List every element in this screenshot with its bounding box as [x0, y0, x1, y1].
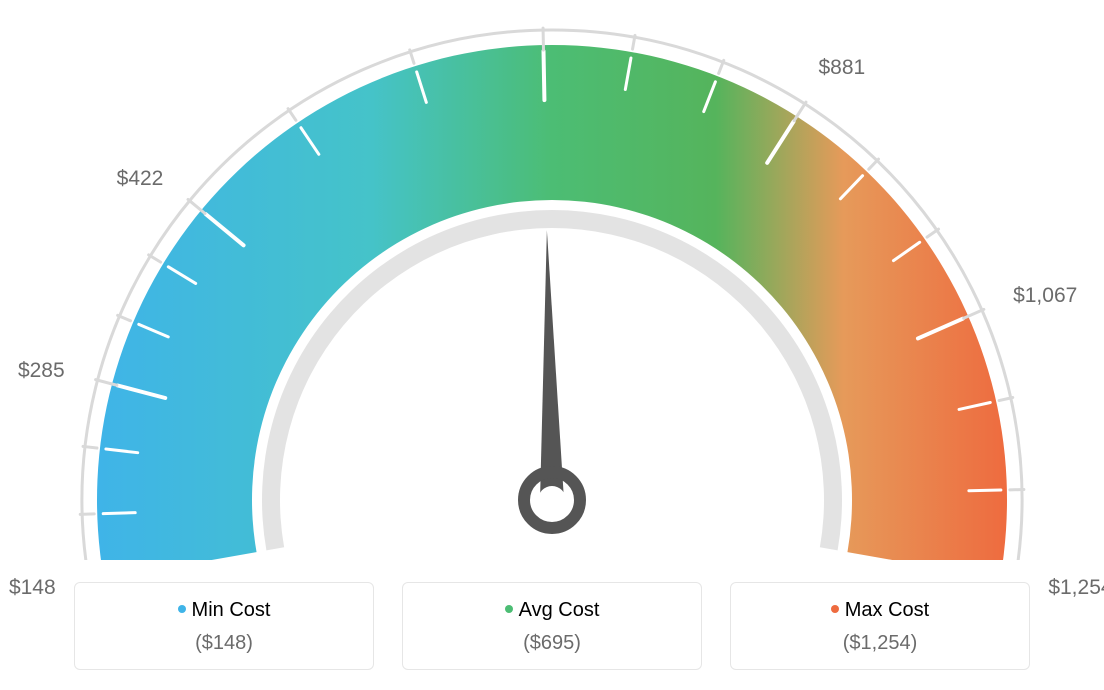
legend-title-min: Min Cost: [85, 599, 363, 622]
legend-card-max: Max Cost ($1,254): [730, 582, 1030, 670]
legend-title-max: Max Cost: [741, 599, 1019, 622]
dot-icon: [831, 605, 839, 613]
gauge-svg: [0, 0, 1104, 560]
legend-card-avg: Avg Cost ($695): [402, 582, 702, 670]
legend-label-min: Min Cost: [192, 599, 271, 621]
gauge-tick-label: $1,067: [1013, 284, 1077, 308]
legend-value-min: ($148): [85, 632, 363, 655]
chart-container: $148$285$422$695$881$1,067$1,254 Min Cos…: [0, 0, 1104, 690]
legend-title-avg: Avg Cost: [413, 599, 691, 622]
gauge-tick-label: $422: [117, 167, 164, 191]
gauge-tick-label: $285: [18, 359, 65, 383]
gauge-chart: $148$285$422$695$881$1,067$1,254: [0, 0, 1104, 560]
legend-card-min: Min Cost ($148): [74, 582, 374, 670]
legend-value-max: ($1,254): [741, 632, 1019, 655]
dot-icon: [505, 605, 513, 613]
legend-value-avg: ($695): [413, 632, 691, 655]
legend-row: Min Cost ($148) Avg Cost ($695) Max Cost…: [0, 582, 1104, 670]
legend-label-avg: Avg Cost: [519, 599, 600, 621]
legend-label-max: Max Cost: [845, 599, 929, 621]
gauge-tick-label: $881: [818, 56, 865, 80]
dot-icon: [178, 605, 186, 613]
